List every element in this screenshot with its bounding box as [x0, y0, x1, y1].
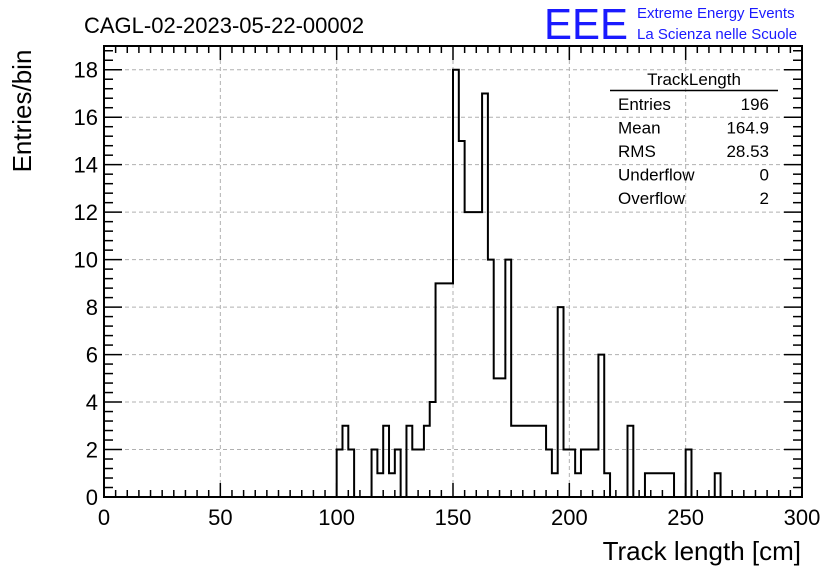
y-tick-label: 14 [74, 153, 98, 178]
x-axis-label: Track length [cm] [603, 536, 801, 566]
stats-row-value: 196 [741, 95, 769, 114]
eee-logo-line1: Extreme Energy Events [637, 5, 795, 22]
y-tick-label: 18 [74, 58, 98, 83]
eee-logo: EEE Extreme Energy Events La Scienza nel… [544, 0, 797, 49]
x-tick-label: 250 [667, 505, 704, 530]
stats-row-label: Entries [618, 95, 671, 114]
stats-box: TrackLength Entries 196 Mean 164.9 RMS 28.53 U… [610, 70, 778, 208]
stats-row-value: 164.9 [726, 119, 769, 138]
stats-row-label: Overflow [618, 189, 686, 208]
x-tick-label: 0 [98, 505, 110, 530]
y-tick-label: 0 [86, 485, 98, 510]
chart-title: CAGL-02-2023-05-22-00002 [84, 13, 364, 38]
x-tick-label: 300 [784, 505, 821, 530]
eee-logo-line2: La Scienza nelle Scuole [637, 26, 797, 43]
axis-ticks [103, 46, 803, 498]
y-tick-label: 6 [86, 343, 98, 368]
y-tick-label: 10 [74, 248, 98, 273]
eee-logo-text: EEE [544, 0, 628, 49]
stats-title: TrackLength [647, 70, 741, 89]
stats-rows: Entries 196 Mean 164.9 RMS 28.53 Underflow 0 Ove… [618, 95, 769, 208]
stats-row-label: Underflow [618, 166, 695, 185]
histogram-line [330, 68, 722, 498]
stats-row-value: 0 [760, 166, 769, 185]
stats-row-value: 2 [760, 189, 769, 208]
x-tick-label: 100 [318, 505, 355, 530]
x-tick-label: 50 [208, 505, 232, 530]
y-tick-label: 4 [86, 390, 98, 415]
y-axis-label: Entries/bin [7, 50, 37, 173]
y-tick-label: 8 [86, 295, 98, 320]
x-tick-label: 200 [551, 505, 588, 530]
y-tick-label: 2 [86, 438, 98, 463]
y-tick-label: 12 [74, 200, 98, 225]
tick-labels: 0 50 100 150 200 250 300 0 2 4 6 8 10 12 14 16 18 [74, 58, 821, 530]
plot-frame [103, 45, 803, 498]
x-tick-label: 150 [435, 505, 472, 530]
stats-row-label: Mean [618, 119, 661, 138]
y-tick-label: 16 [74, 105, 98, 130]
stats-row-label: RMS [618, 142, 656, 161]
stats-row-value: 28.53 [726, 142, 769, 161]
